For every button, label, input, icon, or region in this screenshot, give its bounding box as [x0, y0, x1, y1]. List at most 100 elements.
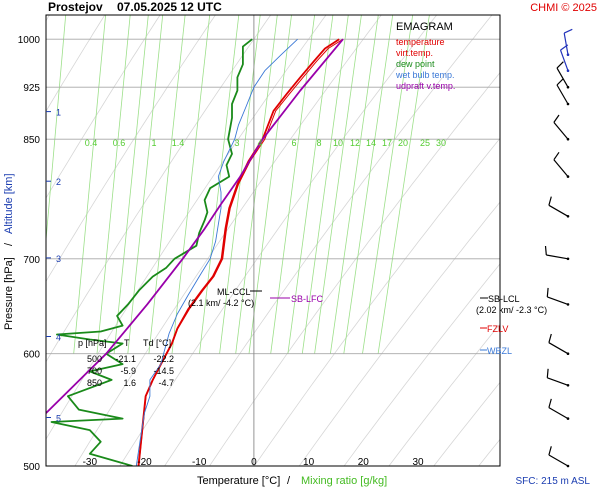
series-line: [46, 38, 344, 415]
background-grid: [46, 15, 600, 466]
series-line: [50, 38, 253, 466]
y-tick-label: 1000: [18, 35, 41, 46]
wind-barb-origin: [566, 102, 570, 106]
mixing-ratio-line: [301, 15, 349, 354]
dry-adiabat-line: [46, 15, 161, 199]
mixing-ratio-line: [235, 15, 278, 354]
mixing-ratio-label: 12: [350, 138, 360, 148]
wind-barb-staff: [556, 67, 569, 88]
wind-barb-staff: [546, 254, 569, 260]
wind-barb-staff: [548, 342, 569, 355]
table-cell: 1.6: [123, 378, 136, 388]
mixing-ratio-line: [171, 15, 211, 354]
wind-barb-origin: [566, 85, 570, 89]
table-header-t: T: [124, 338, 130, 348]
y-tick-label: 850: [23, 135, 40, 146]
wind-barb-staff: [547, 296, 569, 305]
wind-barb-flag: [553, 151, 560, 161]
x-label-temperature: Temperature [°C]: [197, 475, 280, 487]
dry-adiabat-line: [46, 15, 106, 113]
mixing-ratio-label: 1.4: [172, 138, 185, 148]
wind-barb-staff: [559, 49, 569, 71]
dry-adiabat-line: [343, 263, 500, 466]
date-time: 07.05.2025 12 UTC: [117, 0, 222, 14]
wind-barb-flag: [553, 114, 560, 123]
dry-adiabat-line: [388, 323, 500, 466]
dry-adiabat-line: [433, 381, 500, 466]
mixing-ratio-line: [314, 15, 362, 354]
sb-lfc-label: SB-LFC: [291, 294, 324, 304]
dry-adiabat-line: [478, 438, 500, 466]
table-cell: 700: [87, 366, 102, 376]
wind-barb-flag: [548, 196, 552, 206]
plot-frame: [45, 14, 501, 467]
wind-barb-origin: [566, 137, 570, 141]
wind-barb-origin: [566, 417, 570, 420]
wind-barb-flag: [546, 368, 549, 378]
mixing-ratio-line: [287, 15, 334, 354]
wind-barb-flag: [548, 446, 552, 456]
mixing-ratio-line: [113, 15, 149, 354]
wind-barb-origin: [566, 257, 570, 261]
series-line: [138, 38, 344, 466]
wind-barbs: [544, 28, 573, 468]
wind-barb-flag: [548, 333, 552, 343]
mixing-ratio-line: [96, 15, 131, 354]
wind-barb-flag: [544, 245, 547, 256]
altitude-tick-label: 5: [56, 414, 61, 424]
mixing-ratio-label: 0.6: [113, 138, 126, 148]
mixing-ratio-label: 10: [333, 138, 343, 148]
series-line: [135, 38, 298, 466]
mixing-ratio-line: [270, 15, 315, 354]
legend: EMAGRAM temperature virt.temp. dew point…: [395, 21, 455, 91]
wind-barb-origin: [566, 352, 570, 356]
mixing-ratio-line: [377, 15, 430, 354]
legend-dew-point: dew point: [396, 59, 435, 69]
table-cell: -4.7: [158, 378, 174, 388]
table-cell: -21.1: [115, 354, 136, 364]
table-cell: 850: [87, 378, 102, 388]
legend-wet-bulb: wet bulb temp.: [395, 70, 455, 80]
dry-adiabat-line: [254, 137, 500, 466]
y-tick-label: 700: [23, 255, 40, 266]
wind-barb-origin: [566, 175, 570, 178]
x-axis-label: Temperature [°C] / Mixing ratio [g/kg]: [197, 475, 387, 487]
legend-temperature: temperature: [396, 37, 445, 47]
wind-barb-staff: [548, 454, 569, 467]
mixing-ratio-label: 8: [316, 138, 321, 148]
wind-barb-staff: [548, 407, 569, 420]
table-cell: 500: [87, 354, 102, 364]
station-name: Prostejov: [48, 0, 103, 14]
table-header-p: p [hPa]: [78, 338, 107, 348]
x-label-mixing-ratio: Mixing ratio [g/kg]: [301, 475, 387, 487]
wind-barb-staff: [553, 159, 569, 177]
mixing-ratio-label: 25: [420, 138, 430, 148]
table-cell: -14.5: [153, 366, 174, 376]
mixing-ratio-line: [219, 15, 261, 354]
mixing-ratio-label: 1: [151, 138, 156, 148]
wbzl-label: WBZL: [487, 346, 512, 356]
wind-barb-flag: [563, 28, 573, 34]
wind-barb-flag: [548, 398, 552, 408]
table-cell: -22.2: [153, 354, 174, 364]
dry-adiabat-line: [524, 15, 600, 466]
mixing-ratio-line: [330, 15, 379, 354]
mixing-ratio-label: 14: [366, 138, 376, 148]
mixing-ratio-label: 4: [257, 138, 262, 148]
y-axis-label: Pressure [hPa] / Altitude [km]: [3, 173, 15, 330]
wind-barb-origin: [566, 464, 570, 468]
y-label-altitude: Altitude [km]: [3, 173, 15, 234]
y-tick-label: 500: [23, 462, 40, 473]
y-tick-label: 925: [23, 83, 40, 94]
wind-barb-origin: [566, 53, 570, 56]
sb-lcl-sublabel: (2.02 km/ -2.3 °C): [476, 305, 547, 315]
wind-barb-staff: [556, 84, 569, 105]
mixing-ratio-label: 6: [291, 138, 296, 148]
mixing-ratio-line: [199, 15, 240, 354]
wind-barb-staff: [548, 204, 569, 217]
wind-barb-flag: [556, 61, 564, 69]
wind-barb-flag: [546, 287, 549, 297]
y-tick-label: 600: [23, 350, 40, 361]
series-layer: [46, 38, 344, 466]
